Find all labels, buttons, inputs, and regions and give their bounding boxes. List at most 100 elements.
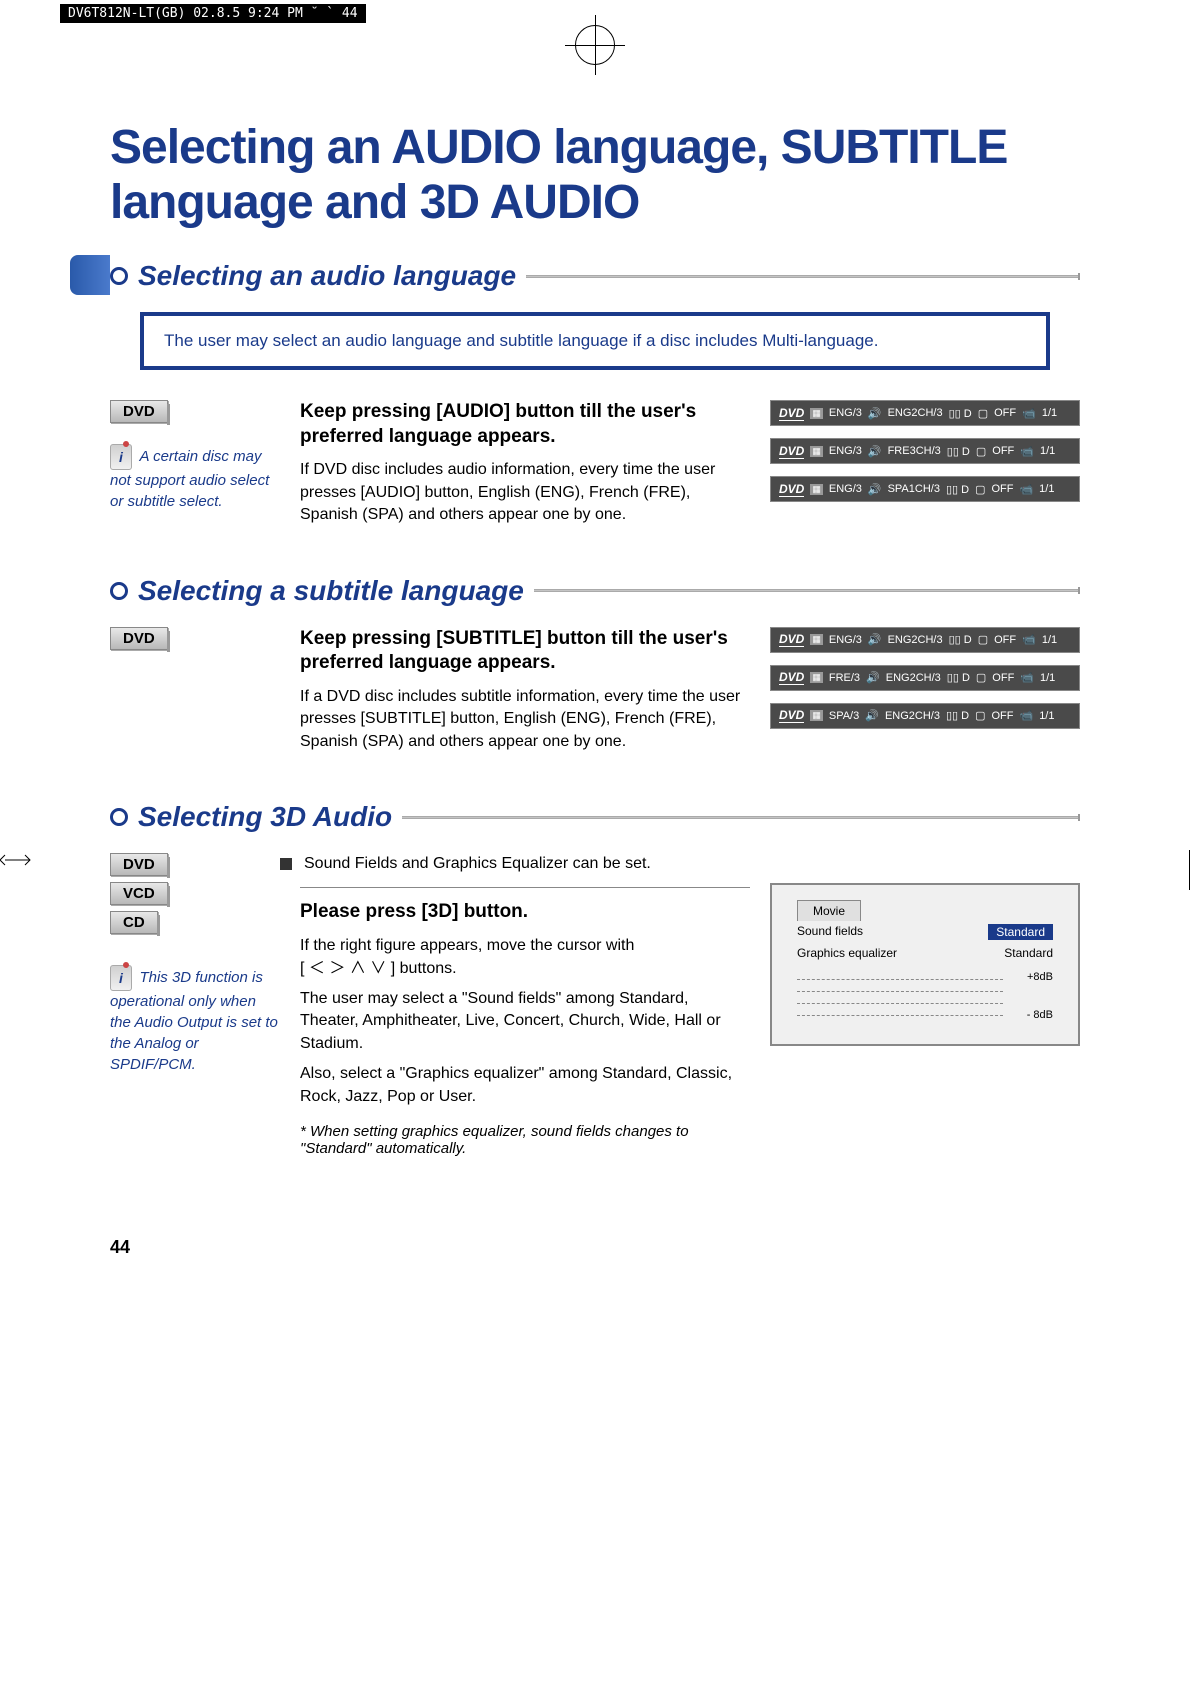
osd-val: ENG/3 [829,445,862,457]
equalizer-panel: Movie Sound fields Standard Graphics equ… [770,883,1080,1046]
arrow-right-icon: ＞ [329,960,345,977]
angle-icon: 📹 [1020,445,1034,458]
dvd-logo-icon: DVD [779,444,804,459]
osd-val: 1/1 [1039,483,1054,495]
angle-icon: 📹 [1019,483,1033,496]
tab-block-icon [70,255,110,295]
info-icon [110,965,132,991]
dvd-badge: DVD [110,853,168,876]
eq-value: Standard [1004,946,1053,960]
dolby-icon: ▯▯ D [947,671,970,684]
osd-val: OFF [994,407,1016,419]
eq-minus-label: - 8dB [1027,1009,1053,1021]
dolby-icon: ▯▯ D [946,709,969,722]
speaker-icon: 🔊 [865,709,879,722]
eq-plus-label: +8dB [1027,971,1053,983]
angle-icon: 📹 [1022,633,1036,646]
angle-icon: 📹 [1020,671,1034,684]
bullet-icon [110,808,128,826]
square-bullet-icon [280,858,292,870]
body-text-audio: If DVD disc includes audio information, … [300,459,750,526]
osd-val: ENG2CH/3 [886,672,941,684]
osd-val: 1/1 [1042,407,1057,419]
subtitle-icon: ▢ [975,709,985,722]
cd-badge: CD [110,911,158,934]
subtitle-icon: ▢ [978,407,988,420]
sub-heading-3d: Please press [3D] button. [300,900,750,925]
sub-heading-audio: Keep pressing [AUDIO] button till the us… [300,400,750,449]
info-icon [110,444,132,470]
osd-bar: DVD ▦SPA/3 🔊ENG2CH/3 ▯▯ D▢OFF 📹1/1 [770,703,1080,729]
speaker-icon: 🔊 [868,483,882,496]
bullet-icon [110,267,128,285]
audio-lang-box: ▦ [810,710,823,721]
divider-line [526,275,1080,278]
eq-graph: +8dB - 8dB [797,971,1053,1021]
intro-text: Sound Fields and Graphics Equalizer can … [304,853,651,875]
osd-val: ENG2CH/3 [888,634,943,646]
speaker-icon: 🔊 [868,407,882,420]
speaker-icon: 🔊 [868,445,882,458]
note-text: A certain disc may not support audio sel… [110,448,269,510]
body-text-subtitle: If a DVD disc includes subtitle informat… [300,686,750,753]
osd-val: FRE/3 [829,672,860,684]
osd-val: OFF [992,672,1014,684]
dolby-icon: ▯▯ D [949,633,972,646]
osd-val: SPA/3 [829,710,859,722]
angle-icon: 📹 [1022,407,1036,420]
subtitle-icon: ▢ [975,483,985,496]
vcd-badge: VCD [110,882,168,905]
audio-lang-box: ▦ [810,634,823,645]
osd-val: 1/1 [1040,445,1055,457]
speaker-icon: 🔊 [866,671,880,684]
audio-lang-box: ▦ [810,446,823,457]
audio-lang-box: ▦ [810,484,823,495]
subtitle-icon: ▢ [976,671,986,684]
dvd-logo-icon: DVD [779,632,804,647]
section-title-3d: Selecting 3D Audio [138,801,392,833]
osd-val: ENG/3 [829,634,862,646]
speaker-icon: 🔊 [868,633,882,646]
audio-lang-box: ▦ [810,672,823,683]
osd-val: 1/1 [1042,634,1057,646]
subtitle-icon: ▢ [978,633,988,646]
section-header-subtitle: Selecting a subtitle language [110,575,1080,607]
osd-bar: DVD ▦ENG/3 🔊SPA1CH/3 ▯▯ D▢OFF 📹1/1 [770,476,1080,502]
arrow-up-icon: ∧ [350,960,366,977]
body-text-3d-2: The user may select a "Sound fields" amo… [300,988,750,1055]
osd-val: ENG2CH/3 [885,710,940,722]
osd-val: FRE3CH/3 [888,445,941,457]
eq-tab: Movie [797,900,861,921]
section-title-subtitle: Selecting a subtitle language [138,575,524,607]
divider-line [534,589,1080,592]
body-text-3d-3: Also, select a "Graphics equalizer" amon… [300,1063,750,1108]
bullet-icon [110,582,128,600]
dvd-badge: DVD [110,400,168,423]
section-header-3d: Selecting 3D Audio [110,801,1080,833]
osd-val: ENG2CH/3 [888,407,943,419]
osd-val: ENG/3 [829,483,862,495]
osd-val: OFF [994,634,1016,646]
divider-line [402,816,1080,819]
eq-value-highlight: Standard [988,924,1053,940]
subtitle-icon: ▢ [976,445,986,458]
osd-val: OFF [991,483,1013,495]
osd-bar: DVD ▦ENG/3 🔊ENG2CH/3 ▯▯ D▢OFF 📹1/1 [770,400,1080,426]
dvd-logo-icon: DVD [779,406,804,421]
page-number: 44 [110,1237,1080,1258]
osd-val: OFF [991,710,1013,722]
info-box: The user may select an audio language an… [140,312,1050,370]
osd-val: 1/1 [1040,672,1055,684]
osd-bar: DVD ▦FRE/3 🔊ENG2CH/3 ▯▯ D▢OFF 📹1/1 [770,665,1080,691]
eq-label: Graphics equalizer [797,946,897,960]
dolby-icon: ▯▯ D [946,483,969,496]
asterisk-note: * When setting graphics equalizer, sound… [300,1123,750,1157]
section-title-audio: Selecting an audio language [138,260,516,292]
sub-heading-subtitle: Keep pressing [SUBTITLE] button till the… [300,627,750,676]
dvd-logo-icon: DVD [779,708,804,723]
dvd-logo-icon: DVD [779,482,804,497]
arrow-left-icon: ＜ [309,960,325,977]
eq-label: Sound fields [797,924,863,940]
body-text-3d-1: If the right figure appears, move the cu… [300,935,750,980]
section-header-audio: Selecting an audio language [110,260,1080,292]
